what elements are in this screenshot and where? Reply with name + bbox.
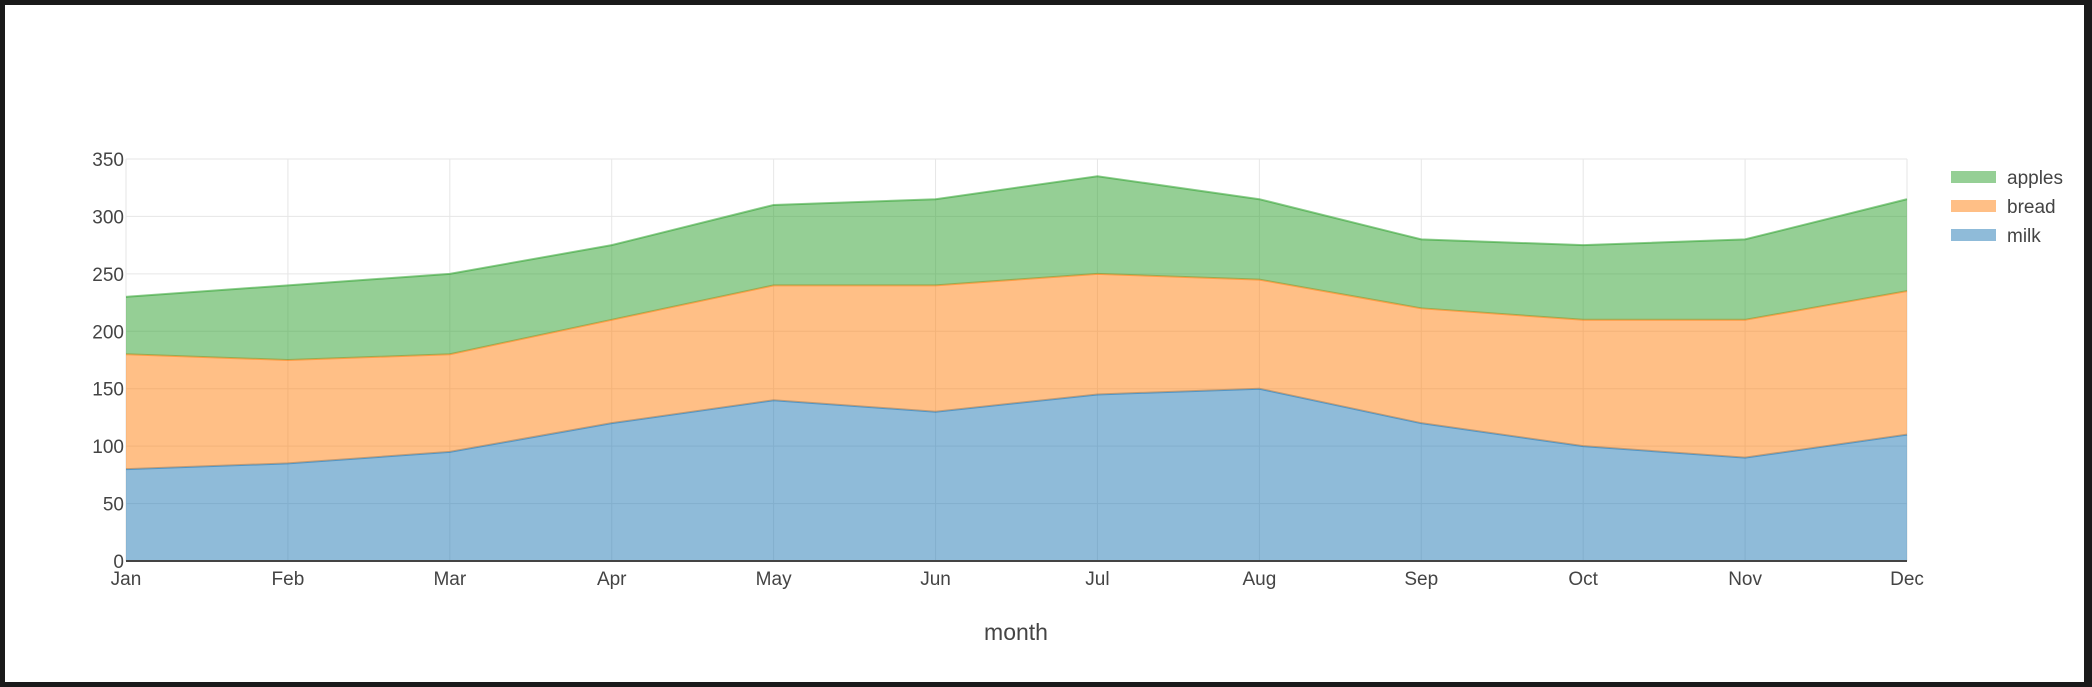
x-tick-label: Oct xyxy=(1568,569,1598,590)
x-tick-label: Jul xyxy=(1085,569,1109,590)
x-tick-label: Aug xyxy=(1242,569,1276,590)
x-tick-label: May xyxy=(756,569,792,590)
area-bread xyxy=(126,273,1907,470)
legend-label: milk xyxy=(2007,226,2041,247)
legend-label: bread xyxy=(2007,197,2056,218)
x-tick-label: Nov xyxy=(1728,569,1762,590)
y-tick-label: 100 xyxy=(92,437,124,458)
stacked-area-chart: 0 50 100 150 200 250 300 350 Jan Feb Mar Apr May Jun… xyxy=(92,150,2063,645)
x-tick-label: Mar xyxy=(433,569,466,590)
x-tick-label: Sep xyxy=(1404,569,1438,590)
y-tick-labels: 0 50 100 150 200 250 300 350 xyxy=(92,150,124,573)
area-apples xyxy=(126,176,1907,360)
x-tick-labels: Jan Feb Mar Apr May Jun Jul Aug Sep Oct Nov Dec xyxy=(111,569,1924,590)
x-tick-label: Jan xyxy=(111,569,142,590)
legend-swatch xyxy=(1951,171,1996,183)
area-series xyxy=(125,175,1908,561)
y-tick-label: 0 xyxy=(113,552,124,573)
y-tick-label: 350 xyxy=(92,150,124,171)
legend-item-bread[interactable]: bread xyxy=(1951,197,2056,218)
y-tick-label: 200 xyxy=(92,322,124,343)
legend-item-milk[interactable]: milk xyxy=(1951,226,2041,247)
area-milk xyxy=(126,388,1907,561)
y-tick-label: 150 xyxy=(92,380,124,401)
y-tick-label: 50 xyxy=(103,495,124,516)
x-axis-title: month xyxy=(984,619,1048,645)
y-tick-label: 250 xyxy=(92,265,124,286)
legend-swatch xyxy=(1951,229,1996,241)
x-tick-label: Apr xyxy=(597,569,627,590)
x-tick-label: Jun xyxy=(920,569,951,590)
line-apples xyxy=(125,175,1908,298)
y-tick-label: 300 xyxy=(92,207,124,228)
legend[interactable]: apples bread milk xyxy=(1951,168,2063,247)
x-tick-label: Feb xyxy=(272,569,305,590)
legend-label: apples xyxy=(2007,168,2063,189)
chart-frame: 0 50 100 150 200 250 300 350 Jan Feb Mar Apr May Jun… xyxy=(5,5,2084,682)
legend-item-apples[interactable]: apples xyxy=(1951,168,2063,189)
x-tick-label: Dec xyxy=(1890,569,1924,590)
legend-swatch xyxy=(1951,200,1996,212)
